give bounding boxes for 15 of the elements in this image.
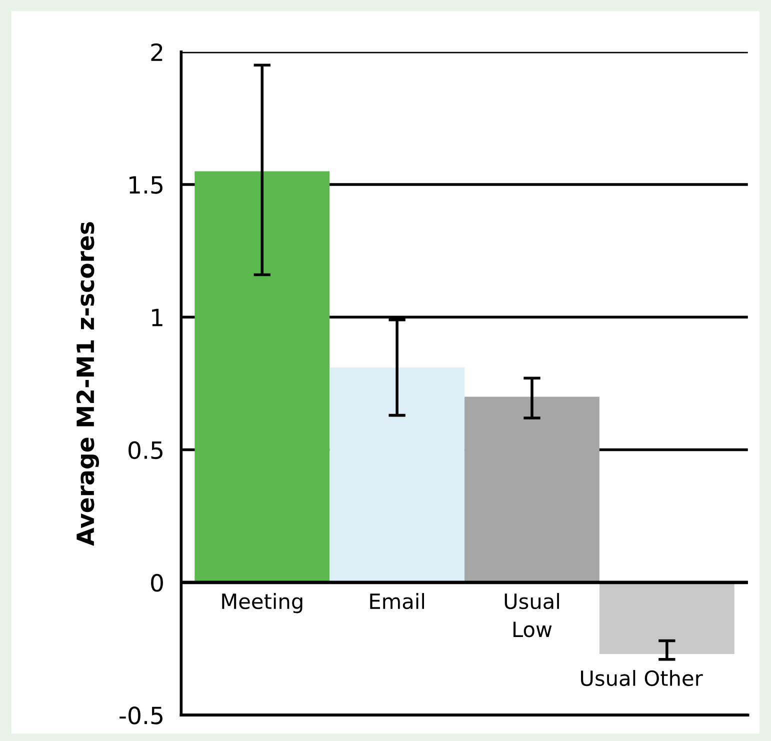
bar [599,582,734,654]
x-tick-label: Meeting [222,593,302,614]
bar [464,396,600,582]
y-tick-label: 1.5 [130,176,162,194]
bar [194,171,330,582]
y-tick-label: 2 [151,43,162,61]
x-tick-label: Usual Other [581,670,703,686]
y-axis-title: Average M2-M1 z-scores [76,222,100,546]
x-tick-label: Email [370,593,424,610]
y-tick-label: 0 [151,574,163,592]
y-tick-label: -0.5 [120,706,162,724]
bar [330,368,465,582]
y-tick-label: 1 [152,308,162,326]
y-tick-label: 0.5 [128,441,162,460]
x-tick-label: Usual Low [504,593,559,638]
